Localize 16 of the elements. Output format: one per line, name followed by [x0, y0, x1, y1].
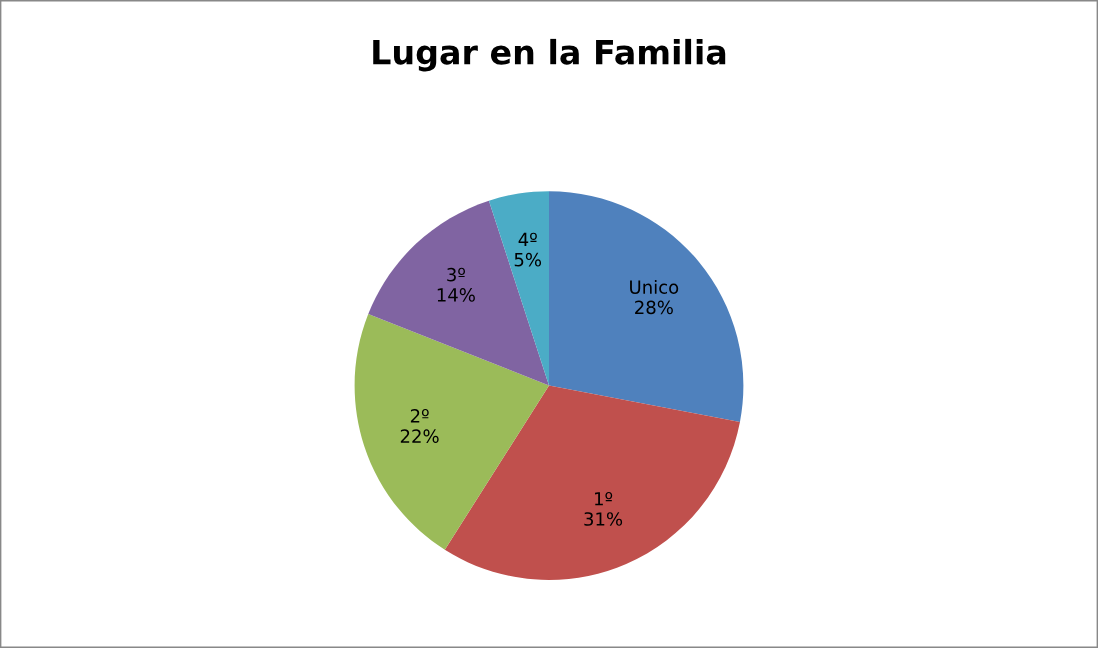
data-label: 5% — [514, 252, 542, 267]
data-label: 22% — [400, 429, 439, 443]
data-label: 31% — [584, 512, 623, 526]
slice-label: 4º — [518, 232, 537, 247]
data-label: 14% — [437, 288, 475, 302]
slice-label: 3º — [447, 267, 465, 282]
pie-slice — [354, 314, 549, 550]
data-label: 28% — [635, 300, 673, 315]
slice-label: Unico — [630, 279, 679, 294]
chart-title: Lugar en la Familia — [373, 38, 726, 72]
slice-label: 2º — [410, 409, 429, 423]
pie-slice — [549, 191, 744, 422]
pie-slice — [368, 200, 549, 386]
slice-label: 1º — [595, 491, 613, 506]
pie-slice — [488, 191, 549, 386]
pie-slice — [444, 385, 740, 580]
